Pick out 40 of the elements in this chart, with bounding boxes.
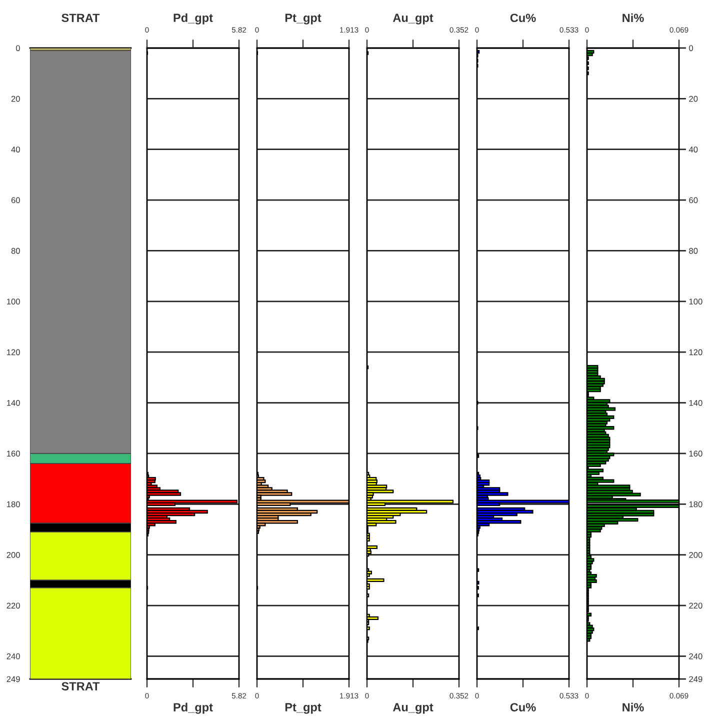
x-axis-title: Pd_gpt xyxy=(174,702,213,714)
y-tick-label: 180 xyxy=(689,501,702,508)
y-tick-label: 80 xyxy=(689,248,698,254)
y-tick-label: 100 xyxy=(689,298,702,305)
y-tick-label: 220 xyxy=(6,602,20,609)
chart-title: Pt_gpt xyxy=(285,14,322,24)
y-tick-label: 240 xyxy=(6,653,20,660)
x-axis-title: Cu% xyxy=(510,703,536,712)
y-tick-label: 140 xyxy=(689,400,702,406)
y-tick-label: 200 xyxy=(689,552,702,558)
y-tick-label: 20 xyxy=(689,96,698,102)
x-axis-title: STRAT xyxy=(62,682,100,690)
y-tick-label: 220 xyxy=(689,602,702,609)
y-tick-label: 120 xyxy=(689,349,702,356)
x-axis-title: Au_gpt xyxy=(392,703,434,714)
x-axis-title: Ni% xyxy=(622,702,644,712)
y-tick-label: 40 xyxy=(11,146,20,152)
y-tick-label: 180 xyxy=(7,501,20,508)
y-tick-label: 0 xyxy=(689,45,694,52)
y-tick-label: 20 xyxy=(11,96,20,102)
x-axis-title: Pt_gpt xyxy=(285,703,322,714)
y-tick-label: 80 xyxy=(11,248,20,254)
chart-title: Pd_gpt xyxy=(174,13,213,24)
chart-title: Cu% xyxy=(510,14,536,22)
chart-title: Ni% xyxy=(622,13,644,22)
chart-title: Au_gpt xyxy=(392,14,434,24)
y-tick-label: 100 xyxy=(7,298,20,305)
y-tick-label: 200 xyxy=(6,552,20,558)
y-tick-label: 249 xyxy=(689,676,702,682)
y-tick-label: 240 xyxy=(689,653,702,660)
y-tick-label: 160 xyxy=(689,450,702,457)
chart-title: STRAT xyxy=(62,14,100,22)
y-tick-label: 40 xyxy=(688,146,698,152)
y-tick-label: 140 xyxy=(7,400,20,406)
y-tick-label: 0 xyxy=(16,45,20,52)
y-tick-label: 160 xyxy=(7,450,20,457)
y-tick-label: 249 xyxy=(6,676,20,682)
y-tick-label: 120 xyxy=(7,349,20,356)
y-tick-label: 60 xyxy=(11,197,20,204)
y-tick-label: 60 xyxy=(689,197,698,204)
